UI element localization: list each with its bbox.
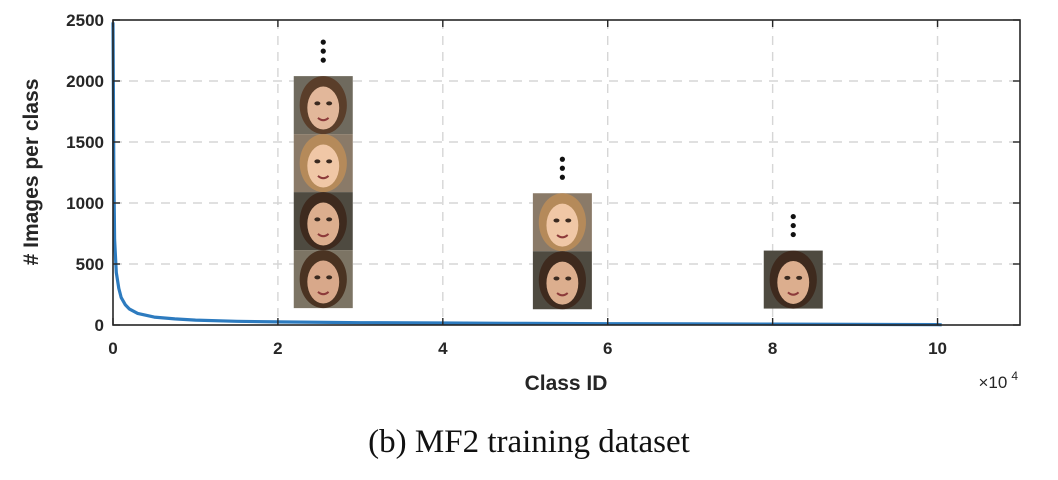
face-thumbnail bbox=[293, 250, 353, 309]
x-tick-label: 4 bbox=[438, 339, 448, 358]
x-exponent-base: ×10 bbox=[978, 373, 1007, 392]
face-thumbnail bbox=[532, 251, 592, 310]
plot-area-box bbox=[112, 19, 1021, 326]
face-stack bbox=[763, 213, 823, 309]
x-axis-exponent: ×10 4 bbox=[978, 369, 1018, 392]
x-axis-title: Class ID bbox=[525, 372, 608, 395]
face-annotations bbox=[293, 39, 823, 310]
face-stack bbox=[293, 39, 353, 309]
vertical-ellipsis bbox=[320, 39, 326, 63]
x-tick-label: 10 bbox=[928, 339, 947, 358]
vertical-ellipsis bbox=[790, 213, 796, 238]
face-thumbnail bbox=[293, 192, 353, 251]
y-tick-label: 1500 bbox=[66, 133, 104, 152]
face-thumbnail bbox=[293, 76, 353, 135]
x-tick-label: 0 bbox=[108, 339, 117, 358]
face-thumbnail bbox=[763, 250, 823, 309]
face-thumbnail bbox=[293, 134, 353, 193]
y-axis-title: # Images per class bbox=[20, 79, 43, 266]
vertical-ellipsis bbox=[559, 156, 565, 180]
series-line bbox=[111, 22, 942, 327]
y-tick-label: 2000 bbox=[66, 72, 104, 91]
figure-caption: (b) MF2 training dataset bbox=[368, 424, 690, 460]
axis-ticks: 0 2 4 6 8 10 0 500 1000 1500 2000 2500 bbox=[66, 11, 1020, 358]
face-thumbnail bbox=[532, 193, 592, 252]
x-tick-label: 8 bbox=[768, 339, 777, 358]
y-tick-label: 500 bbox=[76, 255, 104, 274]
series-layer bbox=[111, 22, 942, 327]
x-exponent-power: 4 bbox=[1011, 369, 1018, 383]
face-stack bbox=[532, 156, 592, 310]
y-tick-label: 0 bbox=[95, 316, 104, 335]
x-tick-label: 6 bbox=[603, 339, 612, 358]
x-tick-label: 2 bbox=[273, 339, 282, 358]
y-tick-label: 1000 bbox=[66, 194, 104, 213]
y-tick-label: 2500 bbox=[66, 11, 104, 30]
